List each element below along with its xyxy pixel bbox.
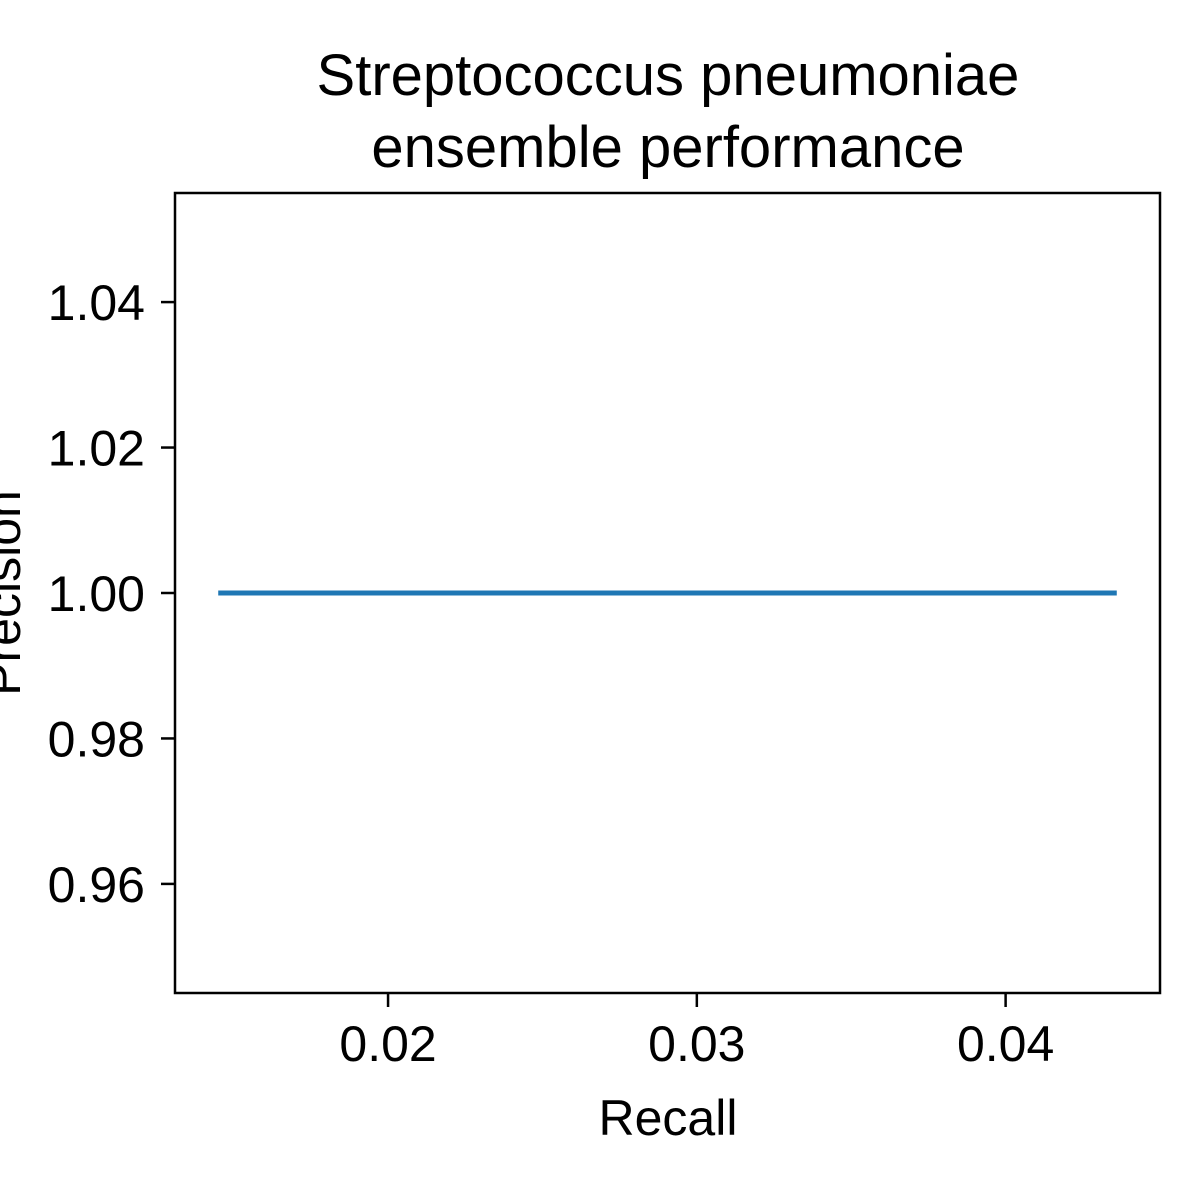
- x-tick-label: 0.02: [339, 1016, 436, 1072]
- y-tick-label: 0.96: [48, 857, 145, 913]
- y-axis: 0.96 0.98 1.00 1.02 1.04: [48, 275, 175, 913]
- x-axis-label: Recall: [599, 1090, 738, 1146]
- y-tick-label: 1.02: [48, 421, 145, 477]
- y-tick-label: 1.04: [48, 275, 145, 331]
- y-tick-label: 1.00: [48, 566, 145, 622]
- x-tick-label: 0.04: [957, 1016, 1054, 1072]
- x-axis: 0.02 0.03 0.04: [339, 993, 1054, 1072]
- y-tick-label: 0.98: [48, 711, 145, 767]
- chart-title-line-1: Streptococcus pneumoniae: [317, 43, 1020, 108]
- chart-title-line-2: ensemble performance: [371, 115, 964, 180]
- y-axis-label: Precision: [0, 490, 31, 696]
- x-tick-label: 0.03: [648, 1016, 745, 1072]
